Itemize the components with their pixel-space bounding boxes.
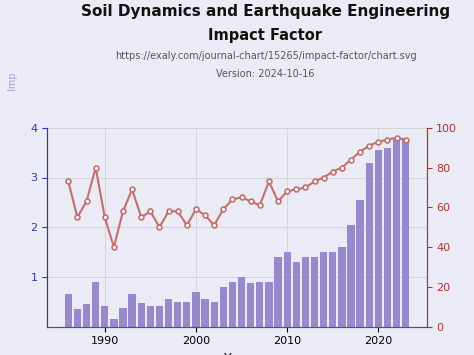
Bar: [384, 148, 391, 327]
Bar: [365, 163, 373, 327]
Text: Version: 2024-10-16: Version: 2024-10-16: [216, 69, 315, 79]
Bar: [74, 309, 81, 327]
Bar: [128, 294, 136, 327]
Bar: [311, 257, 318, 327]
Bar: [256, 282, 264, 327]
Bar: [147, 306, 154, 327]
Bar: [183, 302, 191, 327]
Bar: [329, 252, 337, 327]
Bar: [320, 252, 327, 327]
Bar: [210, 302, 218, 327]
Text: Impact Factor: Impact Factor: [209, 28, 322, 43]
Bar: [302, 257, 309, 327]
X-axis label: Year: Year: [224, 352, 250, 355]
Bar: [274, 257, 282, 327]
Bar: [219, 287, 227, 327]
Bar: [402, 140, 410, 327]
Bar: [110, 319, 118, 327]
Bar: [347, 225, 355, 327]
Bar: [393, 138, 400, 327]
Text: Imp: Imp: [7, 71, 17, 89]
Bar: [101, 306, 109, 327]
Bar: [247, 283, 255, 327]
Text: https://exaly.com/journal-chart/15265/impact-factor/chart.svg: https://exaly.com/journal-chart/15265/im…: [115, 51, 416, 61]
Text: Soil Dynamics and Earthquake Engineering: Soil Dynamics and Earthquake Engineering: [81, 4, 450, 18]
Bar: [338, 247, 346, 327]
Bar: [119, 308, 127, 327]
Bar: [283, 252, 291, 327]
Bar: [201, 299, 209, 327]
Bar: [292, 262, 300, 327]
Bar: [64, 294, 72, 327]
Bar: [165, 299, 172, 327]
Bar: [356, 200, 364, 327]
Bar: [156, 306, 163, 327]
Bar: [83, 304, 90, 327]
Bar: [229, 282, 236, 327]
Bar: [238, 277, 245, 327]
Bar: [375, 150, 382, 327]
Bar: [92, 282, 99, 327]
Bar: [192, 292, 200, 327]
Bar: [174, 302, 182, 327]
Bar: [137, 303, 145, 327]
Bar: [265, 282, 273, 327]
